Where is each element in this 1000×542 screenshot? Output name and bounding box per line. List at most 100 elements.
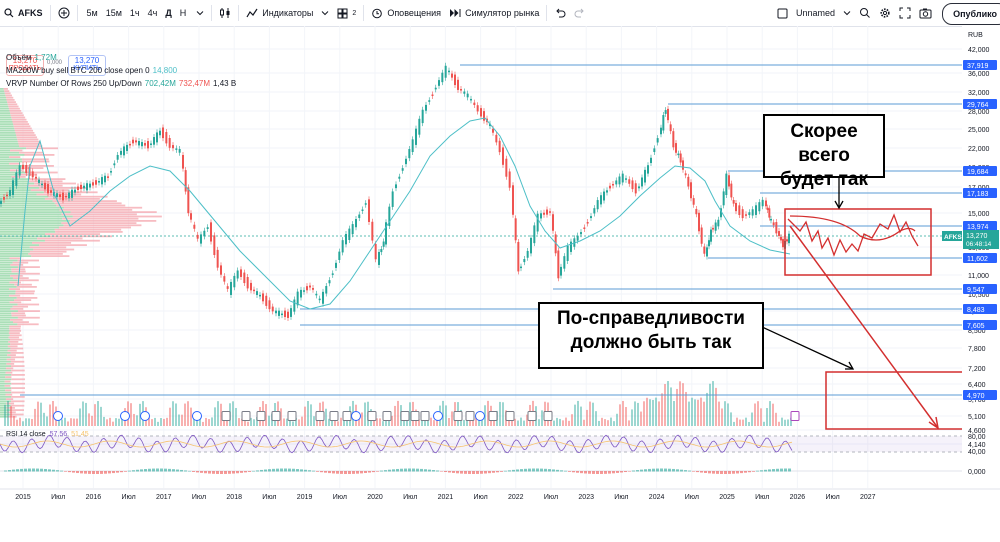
earnings-marker-icon[interactable] (488, 411, 498, 421)
event-markers[interactable] (53, 411, 800, 421)
earnings-marker-icon[interactable] (342, 411, 352, 421)
vrvp-down-bar (7, 354, 16, 356)
forecast-box-likely[interactable] (784, 208, 932, 276)
timeframe-button[interactable]: 15м (105, 8, 122, 18)
undo-button[interactable] (550, 0, 570, 26)
quick-search-button[interactable] (855, 0, 875, 26)
layout-name-button[interactable]: Unnamed (773, 0, 839, 26)
dividend-marker-icon[interactable] (351, 411, 361, 421)
timeframe-button[interactable]: Н (179, 8, 187, 18)
earnings-marker-icon[interactable] (271, 411, 281, 421)
price-chart[interactable]: RUB 42,000 36,000 32,000 28,000 25,000 22,000 1… (0, 26, 1000, 542)
earnings-marker-icon[interactable] (367, 411, 377, 421)
indicator-templates-button[interactable] (317, 0, 333, 26)
layouts-button[interactable]: 2 (333, 0, 360, 26)
earnings-marker-icon[interactable] (287, 411, 297, 421)
osc-bar (228, 471, 231, 474)
vrvp-down-bar (17, 323, 39, 326)
earnings-marker-icon[interactable] (241, 411, 251, 421)
earnings-marker-icon[interactable] (543, 411, 553, 421)
earnings-marker-icon[interactable] (527, 411, 537, 421)
osc-bar (456, 471, 459, 474)
earnings-marker-icon[interactable] (505, 411, 515, 421)
earnings-marker-icon[interactable] (420, 411, 430, 421)
candle-body (3, 197, 5, 200)
indicators-button[interactable]: Индикаторы (242, 0, 317, 26)
volume-bar (157, 421, 159, 426)
osc-bar (76, 471, 79, 474)
timeframe-button[interactable]: 5м (86, 8, 98, 18)
layout-menu-button[interactable] (839, 0, 855, 26)
osc-bar (180, 469, 183, 472)
symbol-search[interactable]: AFKS (0, 0, 47, 26)
rsi-legend[interactable]: RSI 14 close 57,56 51,45 (6, 431, 89, 438)
volume-bar (655, 397, 657, 426)
indicators-label: Индикаторы (262, 8, 314, 18)
callout-top[interactable]: Скорее всего будет так (763, 114, 885, 190)
publish-button[interactable]: Опублико (942, 3, 1000, 25)
earnings-marker-icon[interactable] (256, 411, 266, 421)
time-axis[interactable]: 2015 Июл 2016 Июл 2017 Июл 2018 Июл 2019 Июл 2020 И… (0, 488, 1000, 501)
forecast-box-fair[interactable] (825, 371, 970, 430)
alerts-button[interactable]: Оповещения (367, 0, 445, 26)
vrvp-down-bar (17, 279, 39, 282)
timeframe-dropdown[interactable] (192, 0, 208, 26)
dividend-marker-icon[interactable] (433, 411, 443, 421)
candle-body (596, 200, 599, 210)
volume-bar (289, 418, 291, 426)
candle-body (385, 222, 387, 245)
earnings-marker-icon[interactable] (329, 411, 339, 421)
vrvp-up-bar (0, 134, 17, 136)
timeframe-button[interactable]: Д (165, 8, 172, 18)
vrvp-up-bar (0, 369, 12, 372)
volume-bar (361, 412, 363, 426)
snapshot-button[interactable] (915, 0, 936, 26)
vrvp-legend[interactable]: VRVP Number Of Rows 250 Up/Down 702,42M 73… (6, 79, 236, 88)
time-tick: 2019 (297, 494, 313, 501)
timeframe-button[interactable]: 1ч (129, 8, 140, 18)
volume-bar (307, 400, 309, 426)
sell-button[interactable]: 13,270 ПРОДАТЬ (6, 55, 44, 76)
dividend-marker-icon[interactable] (53, 411, 63, 421)
replay-button[interactable]: Симулятор рынка (445, 0, 543, 26)
dividend-marker-icon[interactable] (192, 411, 202, 421)
dividend-marker-icon[interactable] (475, 411, 485, 421)
compare-button[interactable] (54, 0, 74, 26)
earnings-marker-icon[interactable] (400, 411, 410, 421)
earnings-marker-icon[interactable] (410, 411, 420, 421)
level-tag-label: 37,919 (967, 63, 989, 70)
earnings-marker-icon[interactable] (315, 411, 325, 421)
candle-body (226, 286, 229, 289)
earnings-marker-icon[interactable] (790, 411, 800, 421)
settings-button[interactable] (875, 0, 895, 26)
candle-body (728, 175, 730, 187)
dividend-marker-icon[interactable] (120, 411, 130, 421)
osc-bar (412, 468, 415, 472)
earnings-marker-icon[interactable] (465, 411, 475, 421)
price-axis[interactable]: RUB 42,000 36,000 32,000 28,000 25,000 22,000 1… (962, 26, 1000, 506)
fullscreen-button[interactable] (895, 0, 915, 26)
candle-body (250, 282, 252, 291)
dividend-marker-icon[interactable] (140, 411, 150, 421)
chart-type-button[interactable] (215, 0, 235, 26)
vrvp-down-bar (9, 281, 21, 284)
osc-bar (440, 471, 443, 472)
vrvp-down-bar (7, 101, 16, 103)
redo-button[interactable] (570, 0, 590, 26)
buy-button[interactable]: 13,270 КУПИТЬ (68, 55, 106, 76)
volume-legend[interactable]: Объём 1,72M (6, 53, 57, 62)
volume-bar (724, 401, 726, 426)
level-tag-label: 8,483 (967, 307, 985, 314)
earnings-marker-icon[interactable] (453, 411, 463, 421)
earnings-marker-icon[interactable] (221, 411, 231, 421)
annotations[interactable] (759, 171, 970, 430)
chart-area[interactable]: RUB 42,000 36,000 32,000 28,000 25,000 22,000 1… (0, 26, 1000, 542)
vrvp-up-bar (0, 88, 4, 90)
rsi-legend-ma: 51,45 (71, 431, 89, 438)
candle-body (135, 140, 137, 143)
ma-legend[interactable]: MA200W buy sell BTC 200 close open 0 14,8… (6, 66, 177, 75)
callout-bottom[interactable]: По-справедливости должно быть так (538, 302, 764, 369)
volume-bar (178, 414, 180, 426)
earnings-marker-icon[interactable] (382, 411, 392, 421)
timeframe-button[interactable]: 4ч (147, 8, 158, 18)
